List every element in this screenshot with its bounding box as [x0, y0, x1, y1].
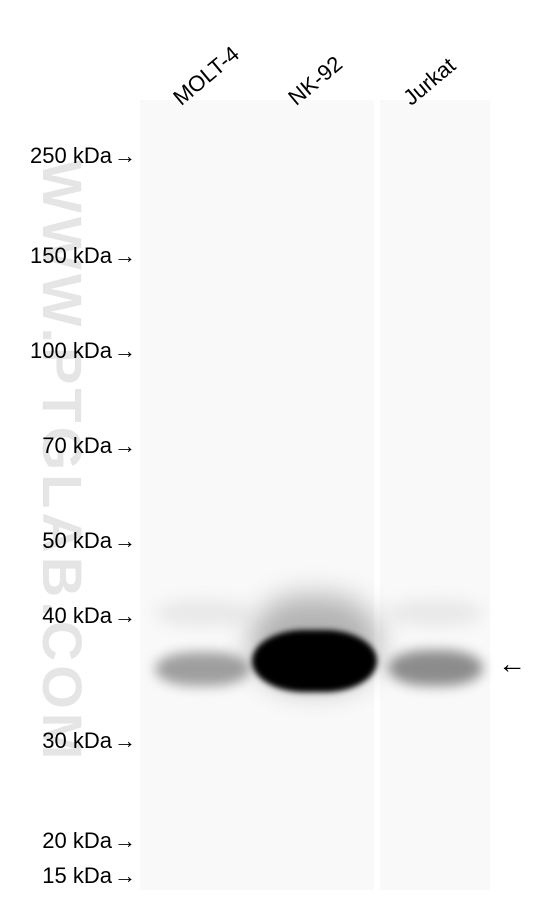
mw-marker-label: 15 kDa→ — [42, 863, 136, 889]
arrow-right-icon: → — [114, 528, 136, 554]
target-band-arrow-icon: ← — [498, 648, 526, 680]
mw-marker-label: 40 kDa→ — [42, 603, 136, 629]
mw-marker-text: 250 kDa — [30, 143, 112, 168]
mw-marker-text: 30 kDa — [42, 728, 112, 753]
arrow-right-icon: → — [114, 338, 136, 364]
mw-marker-text: 20 kDa — [42, 828, 112, 853]
mw-marker-text: 100 kDa — [30, 338, 112, 363]
mw-marker-label: 50 kDa→ — [42, 528, 136, 554]
arrow-right-icon: → — [114, 243, 136, 269]
arrow-right-icon: → — [114, 728, 136, 754]
mw-marker-label: 250 kDa→ — [30, 143, 136, 169]
blot-membrane-area — [140, 100, 490, 890]
blot-band — [252, 630, 377, 692]
lane-separator — [374, 100, 380, 890]
blot-band — [155, 652, 250, 686]
blot-band — [388, 600, 483, 626]
mw-marker-text: 50 kDa — [42, 528, 112, 553]
arrow-right-icon: → — [114, 433, 136, 459]
arrow-right-icon: → — [114, 828, 136, 854]
mw-marker-label: 150 kDa→ — [30, 243, 136, 269]
mw-marker-label: 100 kDa→ — [30, 338, 136, 364]
mw-marker-text: 40 kDa — [42, 603, 112, 628]
arrow-right-icon: → — [114, 863, 136, 889]
blot-band — [388, 650, 483, 686]
western-blot-figure: WWW.PTGLAB.COM MOLT-4NK-92Jurkat 250 kDa… — [0, 0, 540, 903]
arrow-right-icon: → — [114, 603, 136, 629]
mw-marker-label: 30 kDa→ — [42, 728, 136, 754]
mw-marker-text: 15 kDa — [42, 863, 112, 888]
mw-marker-text: 70 kDa — [42, 433, 112, 458]
arrow-right-icon: → — [114, 143, 136, 169]
mw-marker-text: 150 kDa — [30, 243, 112, 268]
mw-marker-label: 20 kDa→ — [42, 828, 136, 854]
mw-marker-label: 70 kDa→ — [42, 433, 136, 459]
blot-band — [155, 600, 250, 626]
